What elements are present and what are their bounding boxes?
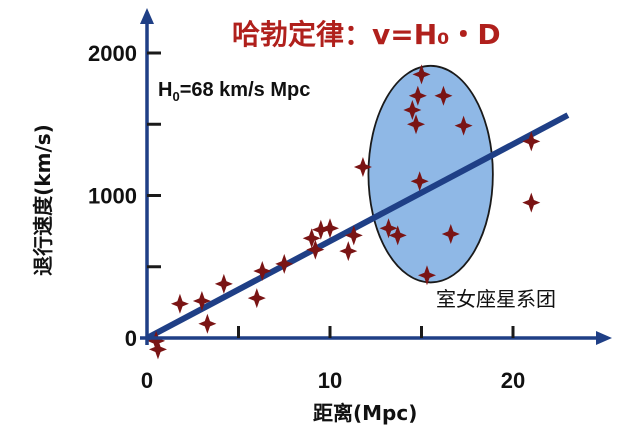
hubble-label-prefix: H	[158, 79, 172, 101]
data-point-10	[306, 239, 325, 260]
data-point-17	[388, 225, 407, 246]
data-point-13	[339, 241, 358, 262]
hubble-label-suffix: =68 km/s Mpc	[180, 79, 311, 101]
data-point-16	[379, 218, 398, 239]
cluster-layer	[367, 64, 494, 284]
y-axis-arrow	[140, 8, 154, 24]
x-axis-title: 距离(Mpc)	[313, 401, 417, 425]
hubble-constant-label: H0=68 km/s Mpc	[158, 79, 310, 104]
y-tick-label-0: 0	[125, 326, 137, 351]
axes-layer	[140, 8, 612, 345]
data-point-28	[522, 192, 541, 213]
data-point-6	[247, 288, 266, 309]
y-axis-title: 退行速度(km/s)	[31, 124, 55, 276]
x-tick-label-20: 20	[501, 368, 525, 393]
data-point-1	[148, 339, 167, 360]
data-point-4	[198, 313, 217, 334]
data-point-7	[253, 261, 272, 282]
data-point-24	[410, 171, 429, 192]
data-point-18	[412, 64, 431, 85]
data-point-20	[403, 100, 422, 120]
data-point-22	[434, 85, 453, 106]
y-tick-label-1000: 1000	[88, 184, 137, 209]
data-point-11	[311, 219, 330, 240]
data-point-9	[302, 228, 321, 249]
virgo-cluster-ellipse	[367, 64, 494, 284]
hubble-fit-line	[145, 112, 570, 341]
data-point-19	[408, 85, 427, 106]
data-point-23	[454, 115, 473, 136]
data-point-25	[441, 223, 460, 244]
ticks-layer	[147, 51, 515, 338]
hubble-label-subscript: 0	[172, 89, 179, 104]
data-point-5	[214, 273, 233, 294]
data-point-27	[522, 131, 541, 152]
x-axis-arrow	[596, 331, 612, 345]
data-point-0	[147, 330, 166, 351]
y-tick-label-2000: 2000	[88, 41, 137, 66]
x-tick-label-10: 10	[318, 368, 342, 393]
data-point-26	[417, 265, 436, 286]
tick-labels-layer: 0 10 20 0 1000 2000	[88, 41, 525, 393]
data-point-15	[353, 157, 372, 177]
cluster-label: 室女座星系团	[436, 287, 556, 311]
fit-layer	[145, 112, 570, 341]
x-tick-label-0: 0	[141, 368, 153, 393]
points-layer	[147, 64, 541, 360]
data-point-21	[407, 114, 426, 135]
chart-title: 哈勃定律：v=H₀・D	[232, 18, 501, 51]
data-point-8	[275, 253, 294, 274]
data-point-12	[321, 218, 339, 239]
data-point-14	[344, 225, 363, 246]
data-point-2	[170, 293, 189, 314]
data-point-3	[192, 290, 211, 311]
